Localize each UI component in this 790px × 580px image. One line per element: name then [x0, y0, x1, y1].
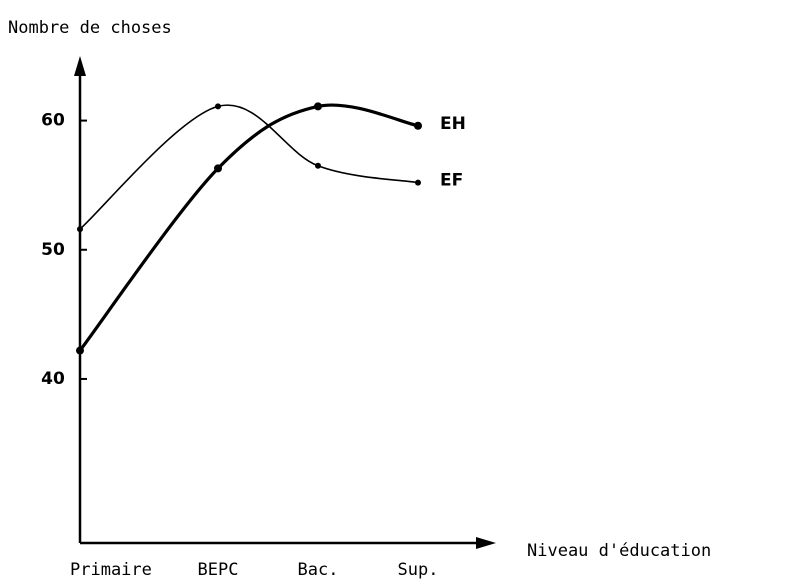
x-tick-label: Bac.: [298, 560, 339, 580]
x-tick-label: Primaire: [70, 560, 152, 580]
y-tick-label: 60: [41, 111, 65, 131]
data-point: [314, 102, 322, 111]
data-point: [76, 346, 84, 355]
data-point: [415, 179, 421, 186]
x-axis-label: Niveau d'éducation: [527, 541, 711, 561]
data-point: [315, 162, 321, 169]
y-axis-arrow: [74, 56, 86, 76]
series-line: [78, 103, 419, 352]
chart-title: Nombre de choses: [8, 18, 172, 38]
data-point: [414, 121, 422, 130]
series-label: EH: [440, 114, 466, 134]
series-label: EF: [440, 171, 463, 191]
x-tick-label: Sup.: [398, 560, 439, 580]
data-point: [215, 103, 221, 110]
x-axis-arrow: [476, 537, 496, 549]
y-tick-label: 50: [41, 240, 65, 260]
series-line: [79, 104, 419, 230]
data-point: [214, 164, 222, 173]
y-tick-label: 40: [41, 369, 65, 389]
x-tick-label: BEPC: [198, 560, 239, 580]
data-point: [77, 226, 83, 233]
